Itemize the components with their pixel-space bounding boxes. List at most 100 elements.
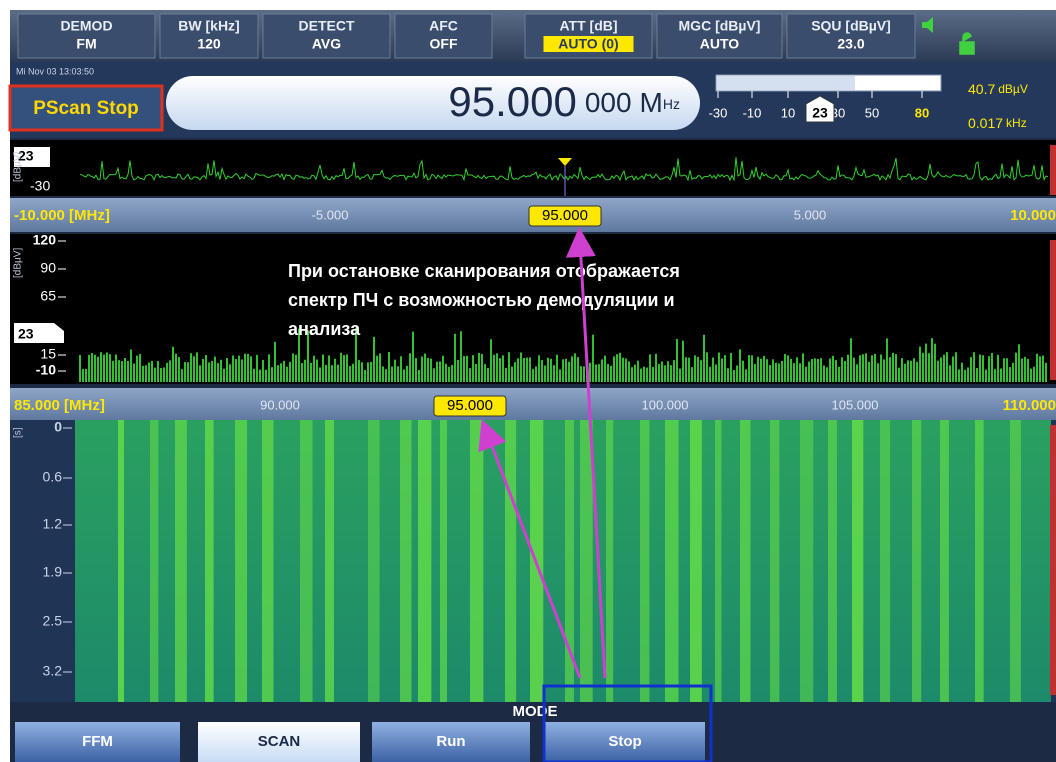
mode-button[interactable]	[545, 722, 705, 762]
annotation-line: анализа	[288, 319, 361, 339]
header-label: AFC	[429, 18, 458, 34]
meter-marker: 23	[812, 105, 828, 121]
if-center-marker	[558, 158, 572, 166]
speaker-icon	[922, 17, 933, 33]
mode-button-label: Stop	[608, 733, 641, 750]
header-value: AUTO	[700, 36, 740, 52]
frequency: 95.000 000 MHz	[448, 78, 680, 125]
waterfall-stripe	[800, 420, 814, 702]
axis-tick: 105.000	[832, 397, 879, 412]
header-cell	[394, 13, 493, 59]
if-squelch-box	[14, 147, 50, 167]
datetime: Mi Nov 03 13:03:50	[16, 66, 94, 76]
readout: 40.7 dBµV	[968, 81, 1028, 97]
waterfall-stripe	[470, 420, 484, 702]
meter-label: 80	[915, 105, 929, 120]
if-unit: [dBµV]	[13, 152, 24, 182]
waterfall-stripe	[580, 420, 593, 702]
waterfall-stripe	[205, 420, 214, 702]
spectrum-y-label: 15	[40, 346, 56, 362]
frequency-display	[166, 76, 700, 130]
header-label: MGC [dBµV]	[679, 18, 761, 34]
trace	[79, 157, 1049, 182]
waterfall	[75, 420, 1051, 702]
waterfall-stripe	[828, 420, 837, 702]
waterfall-stripe	[262, 420, 274, 702]
header-label: SQU [dBµV]	[811, 18, 891, 34]
header-label: DEMOD	[60, 18, 112, 34]
axis-tick: 100.000	[642, 397, 689, 412]
waterfall-unit: [s]	[13, 427, 24, 438]
meter-marker-box	[805, 95, 835, 123]
scan-status-box	[8, 84, 164, 132]
waterfall-stripe	[325, 420, 334, 702]
header-label: DETECT	[299, 18, 355, 34]
waterfall-stripe	[175, 420, 187, 702]
axis-center-box	[433, 395, 507, 417]
header-cell	[262, 13, 391, 59]
frequency-fine: 000	[585, 87, 632, 118]
mode-title: MODE	[513, 703, 558, 720]
mode-button[interactable]	[198, 722, 360, 762]
spectrum-y-label: 65	[40, 288, 56, 304]
header-cell	[656, 13, 783, 59]
mode-button-label: SCAN	[258, 733, 301, 750]
mode-bar	[10, 702, 1056, 762]
waterfall-y-label: 1.2	[43, 516, 63, 532]
waterfall-stripe	[770, 420, 780, 702]
meter-label: 10	[781, 105, 795, 120]
mode-button[interactable]	[15, 722, 180, 762]
waterfall-stripe	[118, 420, 125, 702]
spectrum-unit: [dBµV]	[13, 248, 24, 278]
header-value: 120	[197, 36, 221, 52]
waterfall-stripe	[606, 420, 614, 702]
waterfall-stripe	[852, 420, 864, 702]
waterfall-stripe	[690, 420, 702, 702]
readout-value: 40.7	[968, 81, 995, 97]
waterfall-y-label: 0.6	[43, 469, 63, 485]
waterfall-stripe	[565, 420, 574, 702]
axis-start: -10.000 [MHz]	[14, 207, 110, 224]
meter-label: 50	[865, 105, 879, 120]
readout-unit: dBµV	[998, 82, 1028, 96]
mode-button-label: Run	[436, 733, 465, 750]
header-value: FM	[76, 36, 96, 52]
header-label: BW [kHz]	[178, 18, 239, 34]
frequency-prefix: M	[640, 87, 663, 118]
arrow	[478, 418, 582, 679]
axis-end: 10.000	[1010, 207, 1056, 224]
waterfall-stripe	[665, 420, 679, 702]
waterfall-stripe	[975, 420, 984, 702]
header-value: OFF	[430, 36, 458, 52]
if-y-label: 23	[18, 148, 34, 164]
side-indicator	[1050, 240, 1056, 380]
side-indicator	[1050, 145, 1056, 195]
waterfall-y-label: 2.5	[43, 613, 63, 629]
meter-label: -10	[743, 105, 762, 120]
lock-icon	[959, 32, 975, 55]
waterfall-stripe	[418, 420, 432, 702]
waterfall-stripe	[912, 420, 922, 702]
frequency-main: 95.000	[448, 78, 576, 125]
annotation-line: При остановке сканирования отображается	[288, 261, 680, 281]
if-panel	[10, 140, 1056, 196]
if-y-label: -30	[30, 178, 50, 194]
spectrum-y-label: 90	[40, 260, 56, 276]
spectrum-y-label: -10	[36, 362, 56, 378]
waterfall-y-label: 3.2	[43, 663, 63, 679]
axis-tick: 5.000	[794, 207, 827, 222]
squelch-label: 23	[18, 326, 34, 342]
highlight-box	[542, 684, 713, 762]
arrow	[565, 227, 607, 679]
readout-unit: kHz	[1006, 116, 1027, 130]
axis-center-box	[528, 205, 602, 227]
meter-label: -30	[709, 105, 728, 120]
waterfall-stripe	[368, 420, 380, 702]
squelch-box	[14, 323, 64, 343]
readout-value: 0.017	[968, 115, 1003, 131]
mode-button[interactable]	[372, 722, 530, 762]
waterfall-stripe	[505, 420, 517, 702]
header-label: ATT [dB]	[559, 18, 617, 34]
waterfall-y-label: 1.9	[43, 564, 63, 580]
